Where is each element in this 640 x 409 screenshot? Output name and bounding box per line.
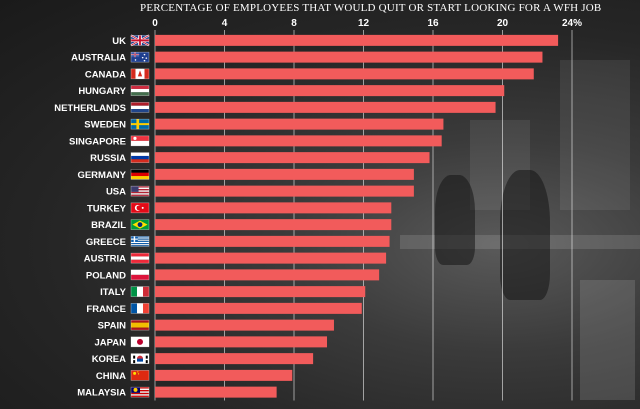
bar-france [155, 302, 362, 314]
category-label: GREECE [86, 237, 126, 248]
bar-layer [155, 34, 559, 398]
category-label: UK [112, 36, 126, 47]
category-label: POLAND [86, 270, 126, 281]
bar-austria [155, 252, 387, 264]
poland-flag-icon [130, 269, 150, 281]
x-tick-label: 4 [222, 18, 228, 29]
greece-flag-icon [130, 236, 150, 247]
x-tick-label: 20 [497, 18, 509, 29]
bar-uk [155, 34, 559, 46]
category-label: USA [106, 187, 126, 198]
bar-usa [155, 185, 414, 197]
brazil-flag-icon [130, 219, 150, 230]
bar-poland [155, 269, 380, 281]
category-label: SPAIN [98, 321, 126, 332]
usa-flag-icon [130, 185, 150, 197]
category-label: SINGAPORE [69, 136, 126, 147]
category-label: FRANCE [86, 304, 126, 315]
bar-canada [155, 68, 534, 80]
x-tick-label: 8 [291, 18, 297, 29]
italy-flag-icon [130, 286, 150, 297]
uk-flag-icon [130, 34, 150, 47]
category-label: MALAYSIA [77, 388, 126, 399]
background-person [435, 175, 475, 265]
austria-flag-icon [130, 252, 150, 264]
malaysia-flag-icon [130, 386, 150, 398]
category-label: AUSTRIA [84, 254, 126, 265]
bar-germany [155, 168, 414, 180]
category-label: SWEDEN [84, 120, 126, 131]
japan-flag-icon [130, 336, 150, 348]
bar-brazil [155, 219, 392, 231]
sweden-flag-icon [130, 118, 150, 130]
russia-flag-icon [130, 152, 150, 163]
bar-korea [155, 353, 314, 365]
background-person [500, 170, 550, 300]
category-label: NETHERLANDS [54, 103, 126, 114]
singapore-flag-icon [130, 135, 150, 147]
france-flag-icon [130, 303, 150, 314]
x-tick-label: 16 [427, 18, 439, 29]
germany-flag-icon [130, 169, 150, 180]
canada-flag-icon [130, 68, 150, 80]
x-axis-ticks: 0 4 8 12 16 20 24% [152, 18, 582, 29]
bar-singapore [155, 135, 442, 147]
background-desk [580, 280, 635, 400]
category-label: TURKEY [87, 203, 127, 214]
turkey-flag-icon [130, 202, 150, 214]
korea-flag-icon [130, 353, 150, 364]
category-label: GERMANY [77, 170, 126, 181]
netherlands-flag-icon [130, 102, 150, 113]
category-label: JAPAN [95, 337, 127, 348]
bar-malaysia [155, 386, 277, 398]
category-label: AUSTRALIA [71, 53, 126, 64]
bar-russia [155, 152, 430, 164]
bar-australia [155, 51, 543, 63]
x-tick-label: 12 [358, 18, 370, 29]
bar-turkey [155, 202, 392, 214]
bar-japan [155, 336, 328, 348]
bar-sweden [155, 118, 444, 130]
australia-flag-icon [130, 51, 150, 63]
hungary-flag-icon [130, 85, 150, 96]
category-label: HUNGARY [78, 86, 126, 97]
spain-flag-icon [130, 319, 150, 331]
bar-netherlands [155, 101, 496, 113]
category-labels: UK AUSTRALIA CANADA HUNGARY NETHERLANDS SWEDE… [54, 36, 126, 399]
category-label: CANADA [85, 69, 126, 80]
x-tick-label: 0 [152, 18, 158, 29]
category-label: ITALY [100, 287, 127, 298]
x-tick-label: 24% [562, 18, 582, 29]
category-label: BRAZIL [91, 220, 126, 231]
flag-icons [130, 34, 150, 398]
china-flag-icon [130, 370, 150, 381]
bar-italy [155, 286, 366, 298]
chart-title: PERCENTAGE OF EMPLOYEES THAT WOULD QUIT … [140, 2, 602, 14]
bar-hungary [155, 85, 505, 97]
category-label: KOREA [92, 354, 126, 365]
bar-greece [155, 235, 390, 247]
bar-spain [155, 319, 334, 331]
bar-china [155, 369, 293, 381]
category-label: RUSSIA [90, 153, 126, 164]
category-label: CHINA [96, 371, 126, 382]
